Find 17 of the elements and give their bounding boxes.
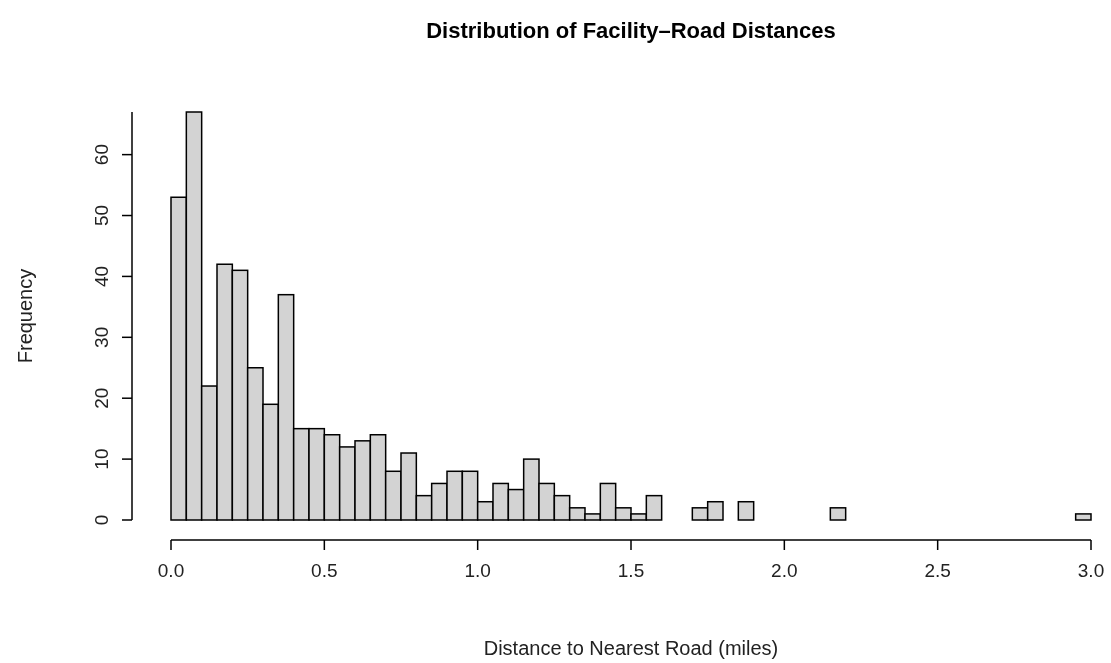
x-axis-title: Distance to Nearest Road (miles) — [483, 637, 779, 659]
x-tick-label: 1.5 — [617, 560, 645, 581]
x-tick-label: 2.0 — [771, 560, 798, 581]
x-tick-label: 0.5 — [311, 560, 338, 581]
y-tick-label: 0 — [91, 514, 112, 526]
x-tick-label: 2.5 — [924, 560, 951, 581]
y-tick-label: 50 — [91, 204, 112, 227]
y-axis-title: Frequency — [14, 268, 36, 364]
x-tick-label: 1.0 — [464, 560, 491, 581]
y-tick-label: 10 — [91, 448, 112, 470]
x-tick-label: 0.0 — [157, 560, 185, 581]
y-tick-label: 20 — [91, 387, 112, 409]
y-tick-label: 40 — [91, 265, 112, 287]
x-tick-label: 3.0 — [1077, 560, 1105, 581]
y-tick-label: 30 — [91, 326, 112, 348]
chart-title: Distribution of Facility–Road Distances — [426, 18, 836, 43]
y-tick-label: 60 — [91, 144, 112, 166]
